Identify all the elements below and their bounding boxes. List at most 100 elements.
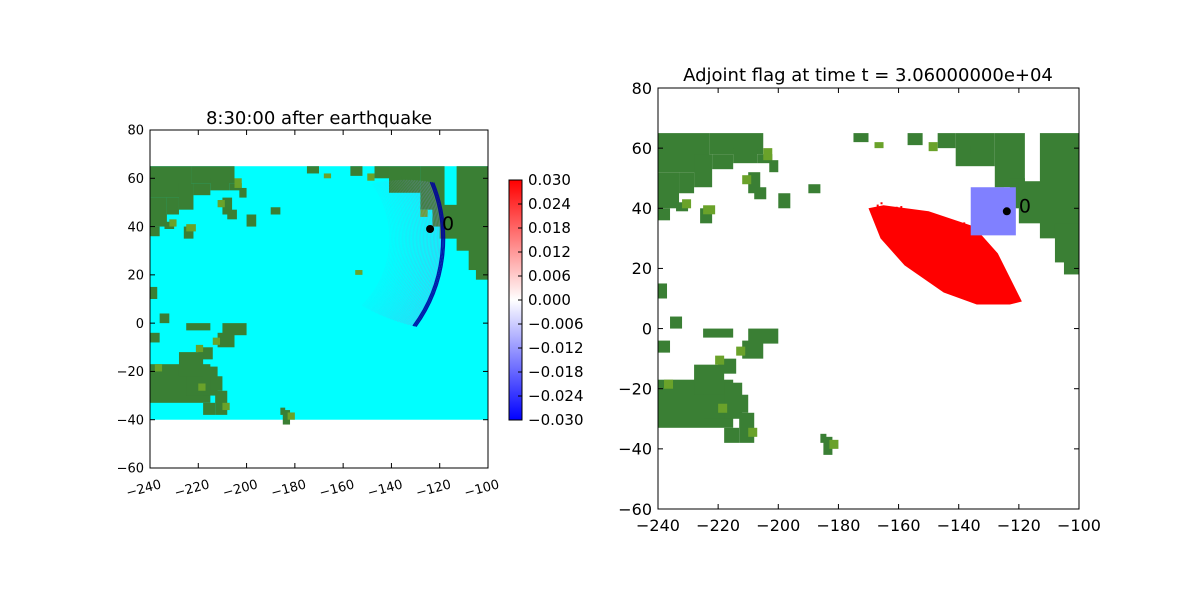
wavefront-arc [408, 181, 438, 326]
left-panel: 8:30:00 after earthquake −240 −220 −200 −18… [117, 108, 584, 501]
wavefront-arc [413, 182, 444, 327]
left-land-cell [210, 178, 230, 191]
left-land-cell-light [217, 200, 225, 208]
right-land-cell [724, 427, 740, 443]
wavefront-arc [401, 180, 431, 323]
adjoint-flag-speck [948, 231, 951, 234]
adjoint-flag-speck [900, 206, 903, 209]
adjoint-flag-speck [890, 212, 893, 215]
left-plot-area [150, 166, 488, 425]
left-land-cell-light [287, 412, 295, 420]
wavefront-arc [365, 182, 395, 309]
right-panel: Adjoint flag at time t = 3.06000000e+04 … [618, 65, 1101, 535]
left-land-cell [401, 175, 411, 184]
right-land-cell [658, 283, 668, 299]
left-land-cell-light [212, 337, 221, 345]
adjoint-flag-speck [925, 220, 928, 223]
right-adjoint-flag-region [868, 202, 1022, 305]
right-land-cell [1063, 259, 1079, 275]
left-land-cell-light [154, 364, 163, 372]
wavefront-arc [405, 180, 436, 325]
colorbar-tick-label: −0.024 [528, 387, 584, 405]
left-land-cell [150, 332, 160, 343]
x-tick-label: −100 [463, 477, 501, 501]
right-land-cell-light [928, 142, 938, 152]
adjoint-flag-speck [916, 216, 919, 219]
adjoint-flag-speck [900, 214, 903, 217]
right-land-cell [703, 328, 734, 338]
left-land-cell [203, 402, 216, 415]
x-tick-label: −180 [816, 516, 860, 535]
left-land-cell [475, 267, 488, 280]
left-land-cell [193, 183, 211, 196]
adjoint-flag-speck [942, 225, 945, 228]
right-land-cell [658, 172, 680, 209]
adjoint-flag-speck [901, 220, 904, 223]
left-land-cell [456, 166, 488, 251]
y-tick-label: 0 [642, 319, 652, 338]
left-land-cell [246, 214, 257, 227]
right-land-cell [658, 208, 671, 221]
wavefront-arc [380, 180, 410, 316]
adjoint-flag-speck [957, 226, 960, 229]
right-land-cell [742, 340, 764, 359]
left-land-cell-light [420, 209, 428, 217]
adjoint-flag-speck [972, 236, 975, 239]
wavefront-arc [377, 180, 408, 315]
wavefront-arc [370, 181, 401, 311]
adjoint-flag-speck [967, 234, 970, 237]
right-land-cell-light [742, 175, 752, 185]
y-tick-label: 20 [127, 269, 144, 284]
right-land-cells [658, 133, 1079, 455]
adjoint-flag-speck [916, 224, 919, 227]
y-tick-label: −60 [618, 500, 652, 519]
right-land-cell-light [664, 379, 674, 389]
left-land-cell-light [222, 402, 230, 411]
left-title: 8:30:00 after earthquake [206, 108, 432, 129]
right-land-cell-light [874, 142, 884, 149]
wavefront-arc [395, 179, 426, 322]
right-land-cell [733, 394, 749, 413]
wavefront-arc [388, 179, 419, 319]
left-land-cell-light [195, 344, 204, 353]
y-tick-label: −60 [117, 462, 144, 477]
left-land-cell [222, 323, 247, 336]
wavefront-arc [402, 180, 433, 324]
adjoint-flag-speck [952, 223, 955, 226]
adjoint-flag-speck [950, 229, 953, 232]
right-land-cell-light [748, 427, 758, 437]
adjoint-flag-speck [876, 204, 879, 207]
wavefront-arc [387, 179, 417, 319]
adjoint-flag-speck [916, 210, 919, 213]
adjoint-flag-speck [932, 228, 935, 231]
wavefront-arc [373, 180, 403, 313]
y-tick-label: 60 [632, 139, 652, 158]
wavefront-arc [393, 179, 424, 321]
wavefront-arc [382, 179, 413, 317]
wavefront-arc [368, 181, 398, 310]
left-land-cell-light [186, 224, 196, 232]
adjoint-flag-speck [918, 219, 921, 222]
gauge-dot [426, 224, 435, 233]
colorbar-tick-label: 0.024 [528, 195, 571, 213]
left-land-cell [222, 197, 233, 215]
adjoint-flag-speck [954, 230, 957, 233]
right-land-cell [808, 184, 821, 194]
colorbar-tick-label: 0.006 [528, 267, 571, 285]
adjoint-flag-speck [951, 232, 954, 235]
left-land-cell [282, 410, 291, 425]
adjoint-flag-speck [936, 224, 939, 227]
right-land-cell-light [736, 346, 746, 356]
adjoint-flag-speck [967, 236, 970, 239]
right-land-cell [670, 316, 683, 329]
left-land-cell [227, 209, 237, 220]
x-tick-label: −220 [173, 477, 211, 501]
wavefront-arc [384, 179, 415, 317]
y-tick-label: −20 [618, 379, 652, 398]
adjoint-flag-speck [897, 213, 900, 216]
wavefront-arc [391, 179, 422, 320]
left-land-cell [178, 352, 204, 377]
wavefront-arc [398, 179, 429, 323]
wavefront-arc [369, 181, 399, 311]
